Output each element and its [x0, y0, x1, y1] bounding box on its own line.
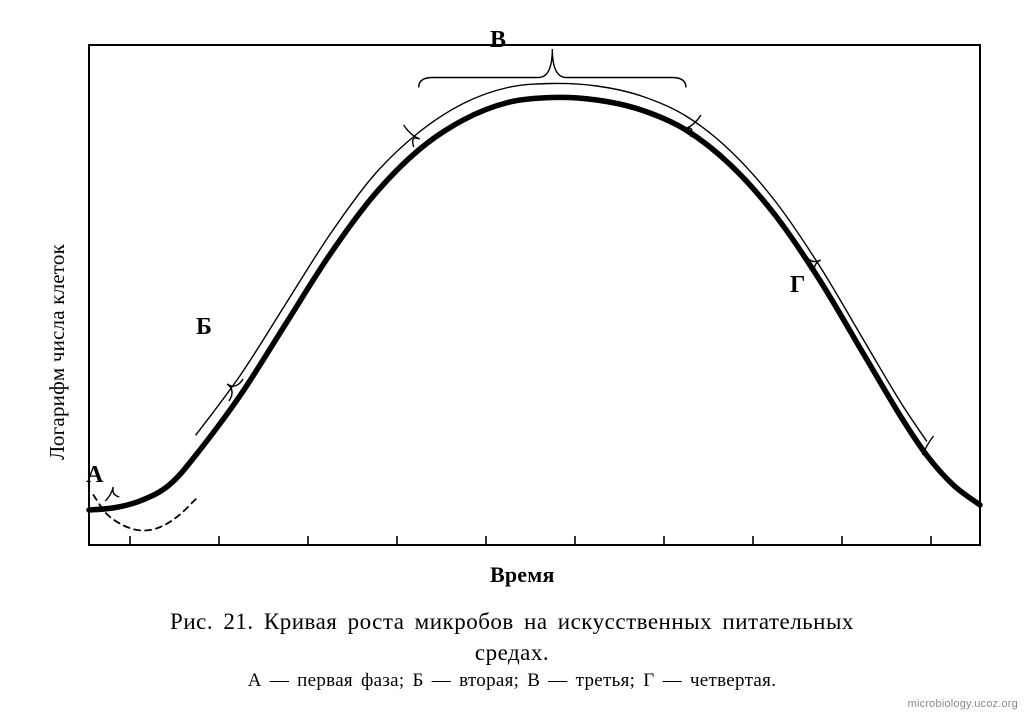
phase-label-g: Г: [790, 272, 805, 299]
caption-prefix: Рис. 21.: [170, 609, 254, 634]
caption-line1: Кривая роста микробов на искусственных п…: [264, 609, 854, 634]
growth-curve-chart: [0, 0, 1024, 600]
phase-label-b: Б: [196, 314, 212, 341]
phase-label-a: А: [86, 462, 103, 489]
phase-label-v: В: [490, 27, 506, 54]
watermark: microbiology.ucoz.org: [908, 698, 1018, 710]
figure-caption: Рис. 21. Кривая роста микробов на искусс…: [0, 606, 1024, 668]
y-axis-label: Логарифм числа клеток: [45, 244, 70, 460]
x-axis-label: Время: [490, 562, 555, 588]
figure-legend: А — первая фаза; Б — вторая; В — третья;…: [0, 670, 1024, 692]
caption-line2: средах.: [475, 640, 549, 665]
